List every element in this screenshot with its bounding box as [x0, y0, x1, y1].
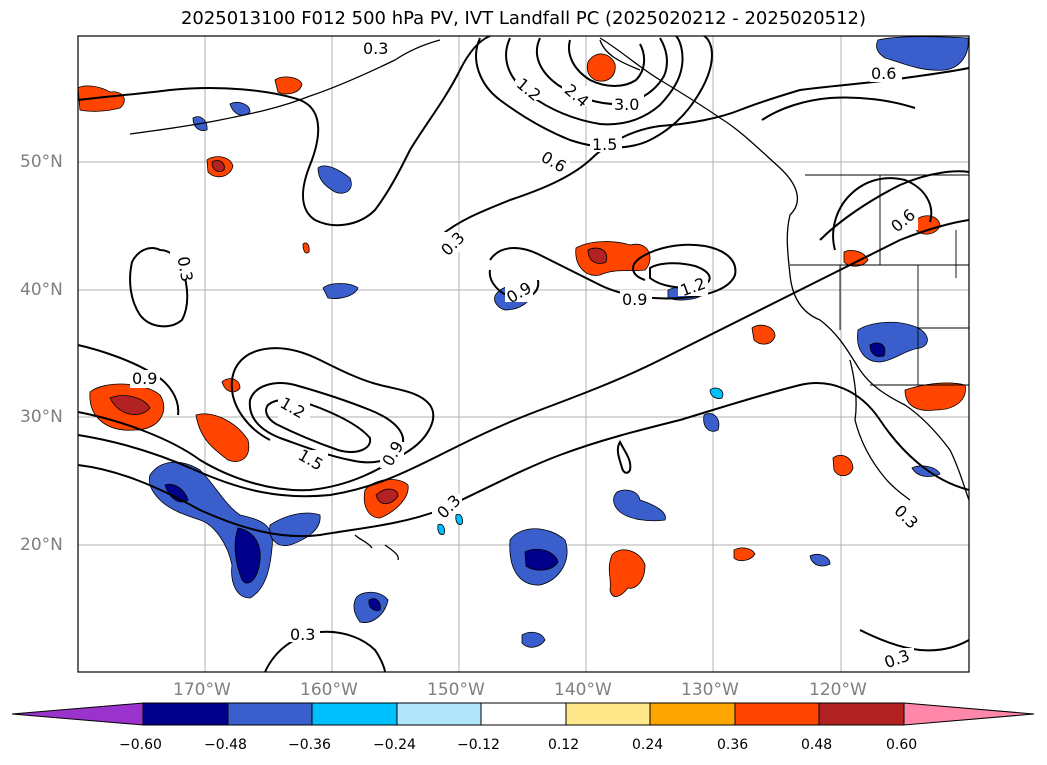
colorbar-tick: −0.36 — [288, 737, 331, 753]
lon-label: 170°W — [173, 680, 231, 700]
lon-label: 150°W — [427, 680, 485, 700]
colorbar-tick: 0.48 — [801, 737, 833, 753]
positive-pv-blobs — [77, 53, 966, 597]
lon-label: 160°W — [300, 680, 358, 700]
colorbar-tick: 0.36 — [717, 737, 749, 753]
contour-label: 3.0 — [614, 95, 639, 114]
lon-label: 140°W — [554, 680, 612, 700]
contour-label: 0.3 — [174, 255, 197, 283]
colorbar-tick: 0.60 — [886, 737, 918, 753]
contour-label: 0.3 — [363, 39, 388, 58]
lat-label: 40°N — [20, 280, 63, 300]
contour-label: 0.9 — [622, 290, 647, 309]
lat-label: 20°N — [20, 535, 63, 555]
contour-label: 0.6 — [871, 64, 896, 83]
colorbar-tick: −0.12 — [457, 737, 500, 753]
lat-label: 50°N — [20, 152, 63, 172]
contour-label: 0.3 — [290, 625, 315, 644]
colorbar-tick: −0.48 — [204, 737, 247, 753]
colorbar — [11, 702, 1035, 726]
lon-label: 120°W — [809, 680, 867, 700]
contour-label: 0.9 — [132, 369, 157, 388]
map-title: 2025013100 F012 500 hPa PV, IVT Landfall… — [180, 8, 867, 29]
colorbar-tick: −0.60 — [119, 737, 162, 753]
contour-label: 1.5 — [592, 135, 617, 154]
lat-label: 30°N — [20, 407, 63, 427]
colorbar-tick: −0.24 — [373, 737, 416, 753]
negative-pv-blobs — [148, 36, 969, 648]
lon-label: 130°W — [681, 680, 739, 700]
colorbar-tick: 0.24 — [632, 737, 664, 753]
colorbar-tick: 0.12 — [548, 737, 580, 753]
coastlines — [129, 37, 970, 561]
borders — [790, 174, 969, 386]
